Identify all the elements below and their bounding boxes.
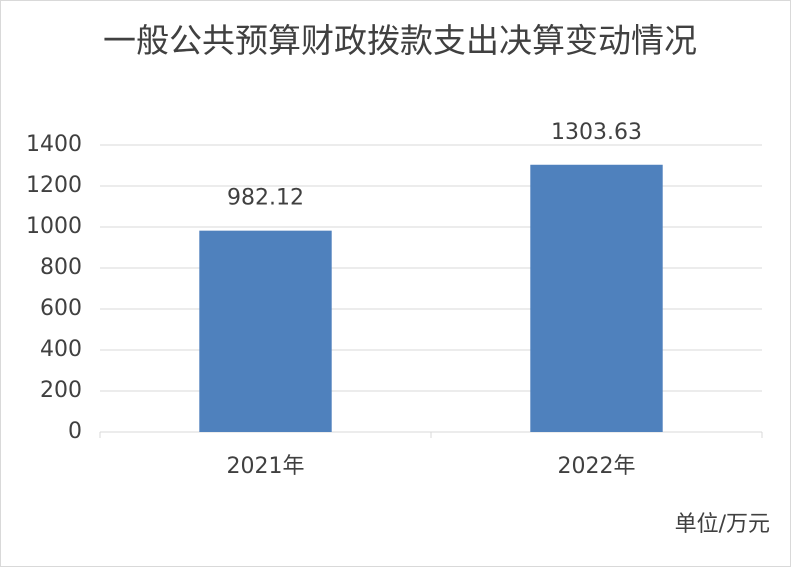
y-tick-label: 1400 bbox=[26, 132, 82, 157]
bar bbox=[530, 164, 663, 432]
bar bbox=[199, 230, 332, 432]
unit-annotation: 单位/万元 bbox=[675, 512, 770, 537]
data-label: 982.12 bbox=[227, 186, 304, 211]
data-label: 1303.63 bbox=[551, 120, 642, 145]
x-tick-label: 2021年 bbox=[227, 454, 305, 479]
y-tick-label: 400 bbox=[40, 337, 82, 362]
y-tick-label: 200 bbox=[40, 378, 82, 403]
y-tick-label: 0 bbox=[68, 419, 82, 444]
y-tick-label: 1200 bbox=[26, 173, 82, 198]
y-tick-label: 600 bbox=[40, 296, 82, 321]
y-tick-label: 1000 bbox=[26, 214, 82, 239]
x-tick-label: 2022年 bbox=[558, 454, 636, 479]
y-tick-label: 800 bbox=[40, 255, 82, 280]
chart-title: 一般公共预算财政拨款支出决算变动情况 bbox=[103, 21, 697, 60]
